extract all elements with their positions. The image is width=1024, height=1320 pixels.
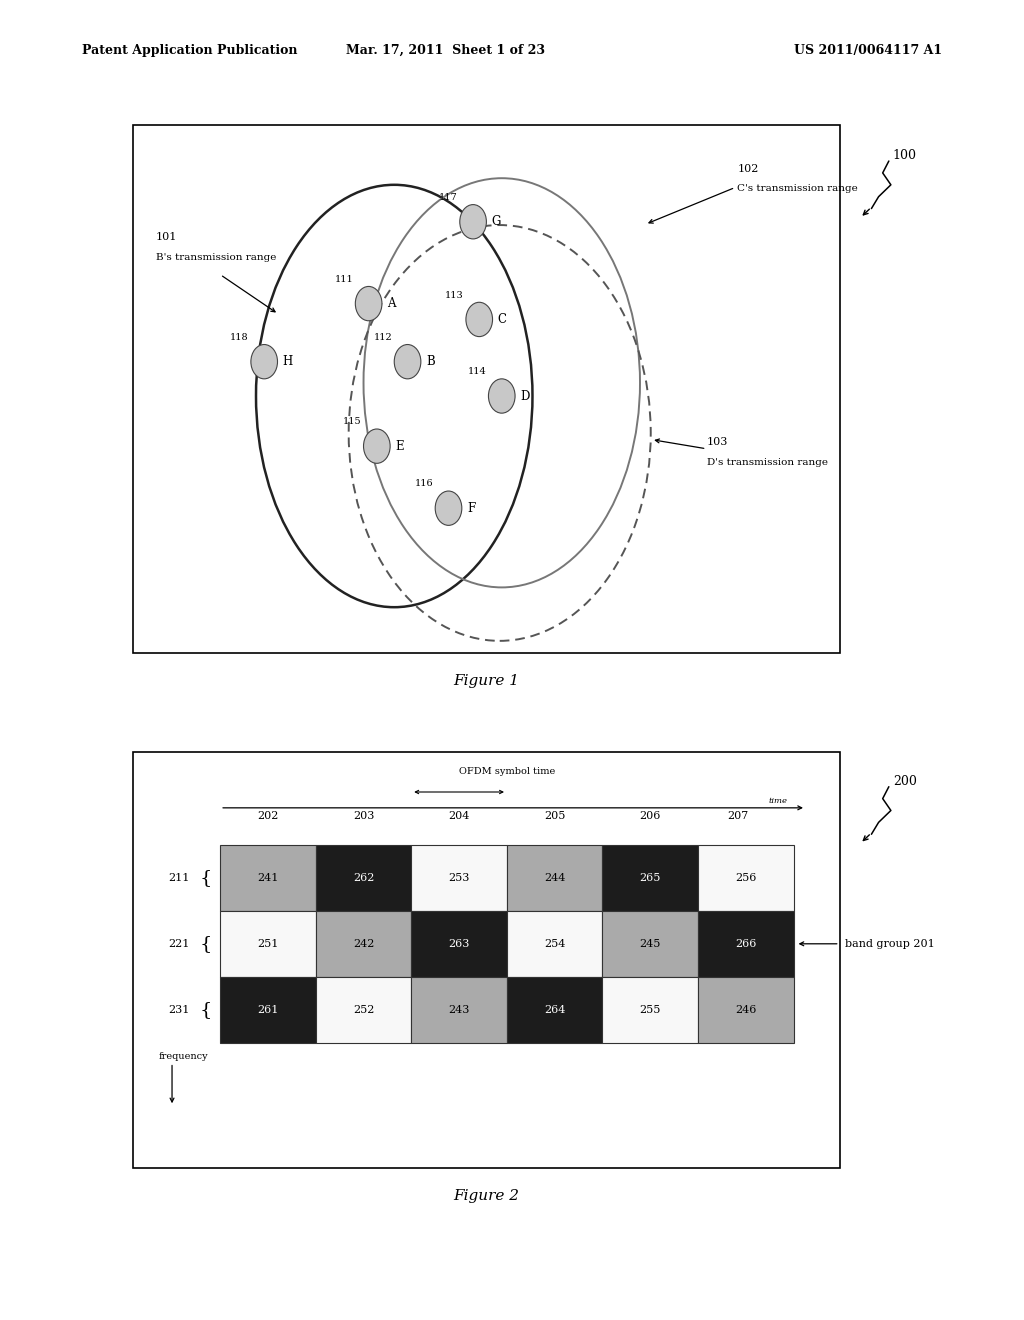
Text: 102: 102 [737,164,759,174]
Text: 251: 251 [257,939,279,949]
Bar [315,911,412,977]
Bar [315,845,412,911]
Bar [220,911,315,977]
Text: band group 201: band group 201 [845,939,935,949]
Text: 262: 262 [353,873,374,883]
Circle shape [488,379,515,413]
Bar [507,977,602,1043]
Text: 266: 266 [735,939,757,949]
Bar [412,977,507,1043]
Text: 117: 117 [439,193,458,202]
Text: A: A [387,297,395,310]
Text: 114: 114 [468,367,486,376]
Circle shape [251,345,278,379]
Text: 101: 101 [156,232,177,243]
Text: 205: 205 [544,810,565,821]
Text: F: F [467,502,475,515]
Text: 116: 116 [415,479,433,488]
Bar [602,845,698,911]
Text: 242: 242 [353,939,374,949]
Text: 243: 243 [449,1005,470,1015]
Text: {: { [200,935,212,953]
Circle shape [435,491,462,525]
Text: 255: 255 [640,1005,660,1015]
Text: B: B [426,355,435,368]
Text: 115: 115 [343,417,361,426]
Text: C's transmission range: C's transmission range [737,185,858,194]
Text: 111: 111 [335,275,353,284]
Bar [220,845,315,911]
Text: 202: 202 [257,810,279,821]
Text: 253: 253 [449,873,470,883]
Text: 254: 254 [544,939,565,949]
Bar [133,752,840,1168]
Text: Patent Application Publication: Patent Application Publication [82,44,297,57]
Text: 113: 113 [445,290,464,300]
Bar [315,977,412,1043]
Text: 207: 207 [727,810,749,821]
Text: E: E [395,440,403,453]
Text: Mar. 17, 2011  Sheet 1 of 23: Mar. 17, 2011 Sheet 1 of 23 [346,44,545,57]
Text: {: { [200,1001,212,1019]
Circle shape [394,345,421,379]
Text: 203: 203 [353,810,374,821]
Text: H: H [283,355,293,368]
Text: 204: 204 [449,810,470,821]
Text: Figure 2: Figure 2 [454,1189,519,1203]
Text: 256: 256 [735,873,757,883]
Bar [412,845,507,911]
Text: 221: 221 [168,939,189,949]
Text: 263: 263 [449,939,470,949]
Bar [698,911,794,977]
Bar [133,125,840,653]
Text: Figure 1: Figure 1 [454,675,519,688]
Text: 244: 244 [544,873,565,883]
Circle shape [364,429,390,463]
Text: time: time [768,797,787,805]
Text: OFDM symbol time: OFDM symbol time [459,767,555,776]
Bar [507,911,602,977]
Text: 211: 211 [168,873,189,883]
Text: 100: 100 [893,149,916,162]
Bar [698,977,794,1043]
Bar [507,845,602,911]
Text: 118: 118 [230,333,249,342]
Text: {: { [200,869,212,887]
Text: 103: 103 [707,437,728,447]
Circle shape [355,286,382,321]
Bar [220,977,315,1043]
Bar [602,977,698,1043]
Text: 112: 112 [374,333,392,342]
Text: 200: 200 [893,775,916,788]
Text: G: G [492,215,501,228]
Text: 265: 265 [640,873,660,883]
Text: 246: 246 [735,1005,757,1015]
Bar [602,911,698,977]
Bar [412,911,507,977]
Text: B's transmission range: B's transmission range [156,253,276,263]
Text: D: D [520,389,529,403]
Text: D's transmission range: D's transmission range [707,458,827,467]
Text: 264: 264 [544,1005,565,1015]
Text: 241: 241 [257,873,279,883]
Text: 206: 206 [640,810,660,821]
Text: 252: 252 [353,1005,374,1015]
Circle shape [466,302,493,337]
Text: C: C [498,313,507,326]
Text: 261: 261 [257,1005,279,1015]
Text: US 2011/0064117 A1: US 2011/0064117 A1 [794,44,942,57]
Bar [698,845,794,911]
Text: 245: 245 [640,939,660,949]
Text: 231: 231 [168,1005,189,1015]
Circle shape [460,205,486,239]
Text: frequency: frequency [159,1052,208,1061]
